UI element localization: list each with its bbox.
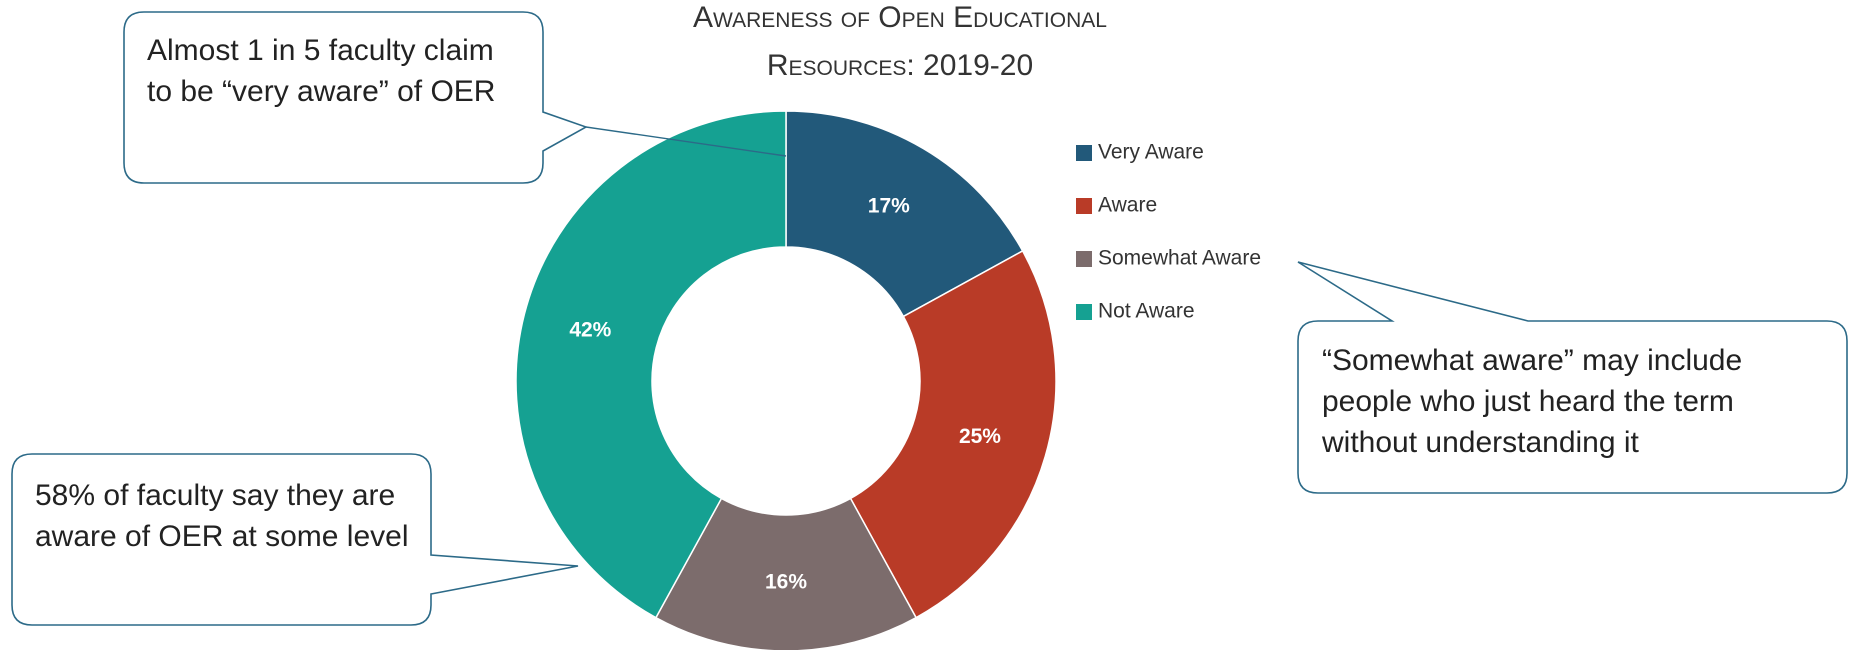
data-label: 42% [569, 318, 611, 341]
donut-slice [785, 110, 1024, 318]
pointer-line [585, 126, 787, 157]
donut: 17% 25% 16% 42% [515, 110, 1057, 650]
legend-label: Not Aware [1098, 300, 1195, 323]
data-label: 16% [765, 571, 807, 594]
data-label: 25% [959, 425, 1001, 448]
callout-box [123, 11, 588, 184]
legend-label: Aware [1098, 194, 1157, 217]
donut-slice [515, 110, 787, 619]
legend-label: Somewhat Aware [1098, 247, 1261, 270]
legend: Very Aware Aware Somewhat Aware Not Aware [1076, 141, 1261, 323]
legend-swatch [1076, 198, 1092, 214]
donut-slice [849, 249, 1057, 619]
legend-label: Very Aware [1098, 141, 1204, 164]
data-label: 17% [868, 195, 910, 218]
legend-swatch [1076, 304, 1092, 320]
callout-box [11, 453, 579, 626]
legend-swatch [1076, 145, 1092, 161]
legend-swatch [1076, 251, 1092, 267]
donut-slice [654, 497, 918, 650]
annotation: 58% of faculty say they are aware of OER… [35, 479, 409, 553]
annotation: “Somewhat aware” may include people who … [1322, 344, 1743, 459]
annotation: Almost 1 in 5 faculty claim to be “very … [147, 34, 496, 108]
chart-title: Awareness of Open Educational Resources:… [693, 1, 1107, 82]
callout-box [1297, 261, 1848, 494]
